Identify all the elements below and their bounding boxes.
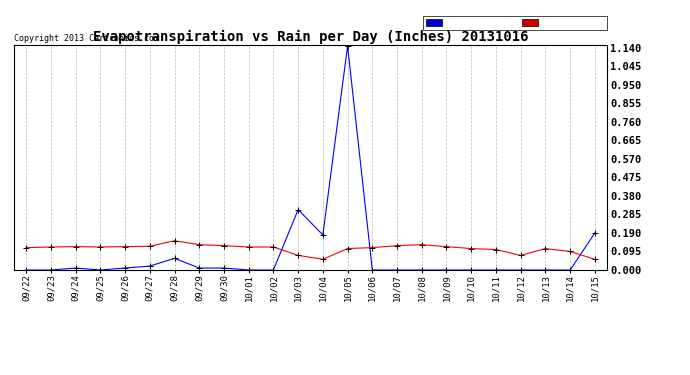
- Legend: Rain  (Inches), ET  (Inches): Rain (Inches), ET (Inches): [423, 16, 607, 30]
- Text: Copyright 2013 Cartronics.com: Copyright 2013 Cartronics.com: [14, 34, 159, 43]
- Title: Evapotranspiration vs Rain per Day (Inches) 20131016: Evapotranspiration vs Rain per Day (Inch…: [92, 30, 529, 44]
